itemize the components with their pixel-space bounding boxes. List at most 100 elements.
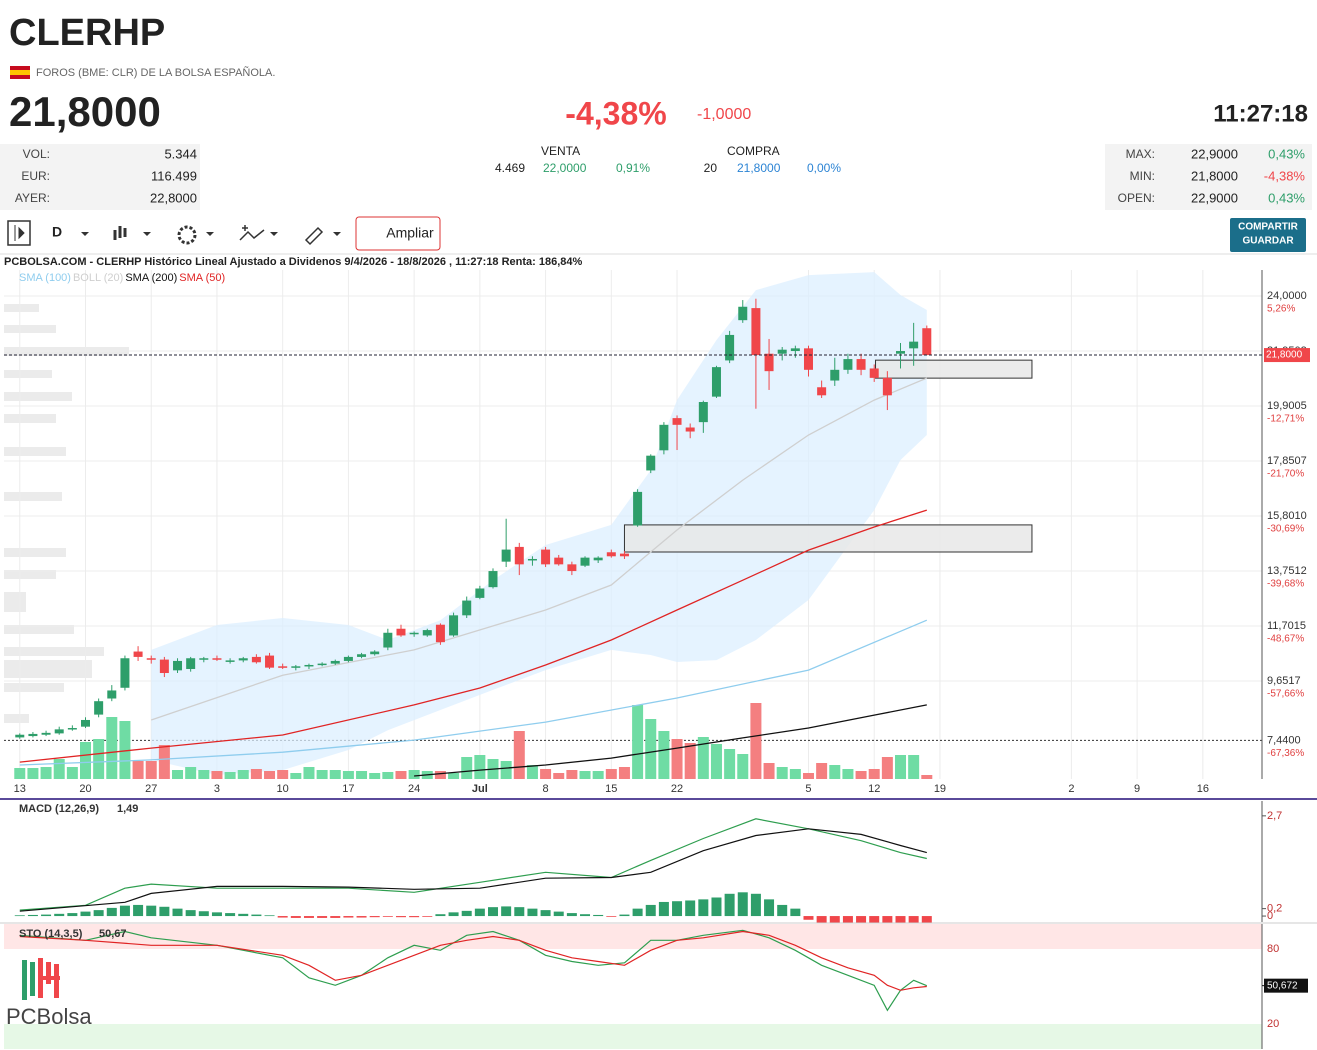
candle-body	[107, 690, 117, 699]
panel-title: STO (14,3,5)	[19, 928, 83, 940]
zone	[623, 524, 1033, 553]
histogram-bar	[356, 916, 367, 918]
candle-body	[803, 348, 813, 370]
compra-pct: 0,00%	[807, 161, 841, 175]
x-tick-label: 8	[543, 783, 549, 795]
candle-body	[343, 656, 353, 661]
histogram-bar	[593, 914, 604, 917]
y-tick-pct: 5,26%	[1267, 304, 1295, 315]
histogram-bar	[41, 914, 52, 917]
volume-bar	[250, 769, 262, 779]
volume-bar	[566, 770, 578, 779]
volume-bar	[881, 757, 893, 779]
dropdown-arrow[interactable]	[81, 232, 341, 236]
histogram-bar	[67, 913, 78, 917]
panel-title: MACD (12,26,9)	[19, 803, 99, 815]
histogram-bar	[829, 916, 840, 923]
x-tick-label: 17	[342, 783, 354, 795]
candle-body	[817, 387, 827, 396]
volume-bar	[632, 705, 644, 779]
volume-bar	[737, 754, 749, 779]
histogram-bar	[264, 915, 275, 917]
macd-line	[19, 828, 927, 912]
period[interactable]: D	[52, 224, 62, 240]
panel-toggle[interactable]	[7, 220, 31, 246]
histogram-bar	[159, 906, 170, 917]
candle-body	[435, 624, 445, 643]
share-button[interactable]	[1230, 218, 1306, 252]
share-label: COMPARTIR	[1238, 222, 1299, 233]
histogram-bar	[540, 910, 551, 917]
pencil-icon[interactable]	[304, 226, 324, 246]
volume-bar	[592, 771, 604, 779]
histogram-bar	[764, 899, 775, 917]
histogram-bar	[422, 916, 433, 917]
volume-bar	[382, 772, 394, 779]
histogram-bar	[619, 914, 630, 917]
candle-body	[462, 600, 472, 616]
settings-icon[interactable]	[177, 225, 197, 245]
stat-pct: 0,43%	[1268, 146, 1305, 161]
volume-bar	[448, 773, 460, 779]
volume-bar	[474, 755, 486, 779]
chart-type-icon[interactable]	[113, 226, 127, 240]
candle-body	[882, 377, 892, 396]
histogram-bar	[645, 904, 656, 917]
y-tick-pct: -21,70%	[1267, 469, 1304, 480]
volume-bar	[14, 768, 26, 779]
stat-value: 22,9000	[1191, 190, 1238, 205]
histogram-bar	[514, 907, 525, 917]
candle-body	[711, 367, 721, 397]
histogram-bar	[527, 908, 538, 917]
y-tick-pct: -57,66%	[1267, 689, 1304, 700]
volume-bar	[224, 772, 236, 779]
y-tick-pct: -30,69%	[1267, 524, 1304, 535]
current-label: 50,672	[1267, 980, 1298, 991]
x-tick-label: 20	[79, 783, 91, 795]
venta-price: 22,0000	[543, 161, 587, 175]
candle-body	[330, 660, 340, 664]
moving-average	[19, 619, 928, 766]
histogram-bar	[211, 912, 222, 917]
candle-body	[593, 557, 603, 561]
stat-label: AYER:	[15, 191, 50, 205]
candle-body	[909, 341, 919, 349]
bollinger-band	[151, 272, 927, 775]
candle-body	[751, 308, 761, 356]
y-tick-label: 17,8507	[1267, 455, 1307, 467]
x-tick-label: Jul	[472, 783, 488, 795]
volume-bar	[553, 773, 565, 779]
volume-bar	[27, 768, 39, 779]
moving-average	[150, 377, 928, 721]
candle-body	[449, 615, 459, 636]
candle-body	[251, 656, 261, 663]
volume-bar	[645, 719, 657, 779]
histogram-bar	[606, 916, 617, 917]
histogram-bar	[711, 897, 722, 917]
volume-bar	[658, 731, 670, 779]
zoom-button[interactable]	[355, 216, 441, 251]
x-tick-label: 10	[277, 783, 289, 795]
stat-label: MIN:	[1130, 169, 1155, 183]
histogram-bar	[869, 916, 880, 924]
draw-icon[interactable]	[239, 225, 265, 241]
stat-value: 22,9000	[1191, 146, 1238, 161]
volume-bar	[198, 770, 210, 779]
candle-body	[541, 549, 551, 565]
x-tick-label: 22	[671, 783, 683, 795]
x-tick-label: 13	[14, 783, 26, 795]
price: 21,8000	[9, 88, 161, 135]
stochastic-line	[19, 929, 928, 1012]
volume-bar	[540, 769, 552, 779]
candle-body	[830, 369, 840, 381]
y-tick-label: 11,7015	[1267, 620, 1306, 632]
candle-body	[633, 491, 643, 526]
candle-body	[173, 660, 183, 671]
volume-bar	[40, 767, 52, 779]
x-tick-label: 27	[145, 783, 157, 795]
panel-value: 1,49	[117, 803, 138, 815]
logo: PCBolsa	[6, 958, 92, 1029]
venta-label: VENTA	[541, 144, 580, 158]
histogram-bar	[172, 908, 183, 917]
